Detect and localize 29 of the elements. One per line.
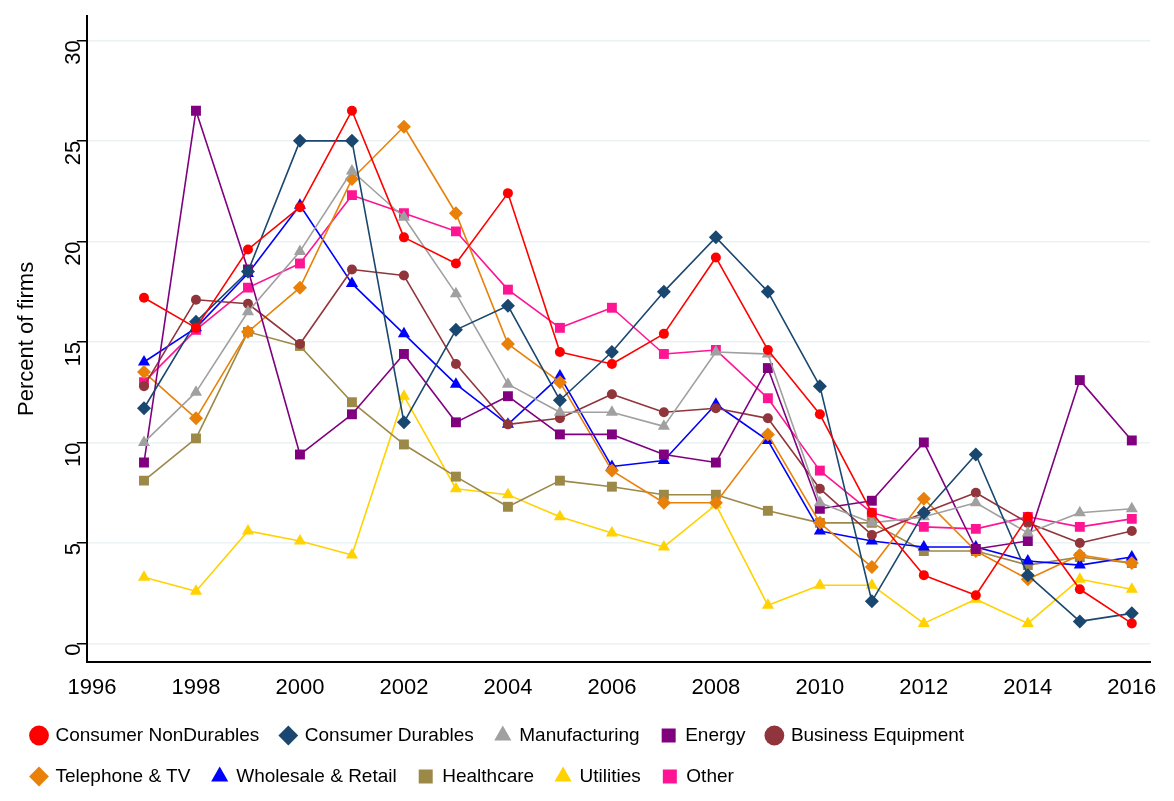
- legend-label: Wholesale & Retail: [236, 764, 397, 786]
- legend-label: Manufacturing: [519, 723, 640, 745]
- y-tick-label: 20: [59, 241, 85, 266]
- x-tick-label: 2002: [379, 673, 429, 699]
- legend-label: Business Equipment: [790, 723, 965, 745]
- x-tick-label: 2008: [691, 673, 741, 699]
- legend-label: Consumer Durables: [304, 723, 474, 745]
- legend-label: Consumer NonDurables: [55, 723, 260, 745]
- x-tick-label: 2000: [275, 673, 325, 699]
- x-tick-label: 2012: [899, 673, 949, 699]
- x-tick-label: 2004: [483, 673, 533, 699]
- y-tick-label: 10: [59, 442, 85, 467]
- legend-label: Energy: [685, 723, 746, 745]
- legend-label: Other: [686, 764, 735, 786]
- y-tick-label: 30: [59, 40, 85, 65]
- x-tick-label: 1998: [171, 673, 221, 699]
- x-tick-label: 2010: [795, 673, 845, 699]
- legend-label: Telephone & TV: [55, 764, 191, 786]
- y-tick-label: 15: [59, 341, 85, 367]
- x-tick-label: 2006: [587, 673, 637, 699]
- y-tick-label: 5: [59, 542, 85, 556]
- legend-label: Healthcare: [442, 764, 535, 786]
- y-tick-label: 25: [59, 140, 85, 166]
- y-tick-label: 0: [59, 643, 85, 656]
- legend-label: Utilities: [579, 764, 641, 786]
- x-tick-label: 2014: [1003, 673, 1053, 699]
- x-tick-label: 2016: [1107, 673, 1157, 699]
- y-axis-title: Percent of firms: [13, 261, 39, 416]
- x-tick-label: 1996: [67, 673, 117, 699]
